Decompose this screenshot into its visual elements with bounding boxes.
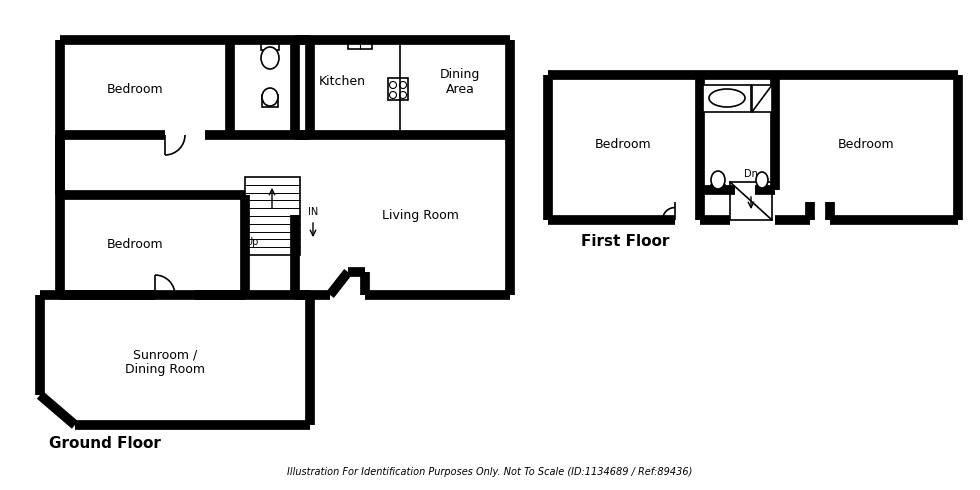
- Text: Bedroom: Bedroom: [838, 139, 895, 151]
- Bar: [711, 185, 725, 193]
- Ellipse shape: [756, 172, 768, 188]
- Bar: [262, 95, 278, 107]
- Text: Dining
Area: Dining Area: [440, 68, 480, 96]
- Bar: [245, 177, 300, 255]
- Bar: [752, 85, 772, 112]
- Text: Kitchen: Kitchen: [318, 75, 366, 89]
- Ellipse shape: [262, 88, 278, 106]
- Text: Bedroom: Bedroom: [107, 83, 164, 97]
- Bar: [730, 182, 772, 220]
- Text: Living Room: Living Room: [381, 209, 459, 221]
- Text: First Floor: First Floor: [581, 235, 669, 249]
- Text: Up: Up: [245, 237, 259, 247]
- Text: Ground Floor: Ground Floor: [49, 436, 161, 450]
- Text: Bedroom: Bedroom: [595, 139, 652, 151]
- Bar: [703, 85, 751, 112]
- Text: IN: IN: [308, 207, 319, 217]
- Bar: [261, 43, 279, 50]
- Text: Sunroom /
Dining Room: Sunroom / Dining Room: [125, 348, 205, 376]
- Ellipse shape: [709, 89, 745, 107]
- Ellipse shape: [711, 171, 725, 189]
- Bar: [348, 42, 372, 49]
- Text: Bedroom: Bedroom: [107, 239, 164, 251]
- Bar: [388, 78, 408, 100]
- Text: Dn: Dn: [744, 169, 758, 179]
- Ellipse shape: [261, 47, 279, 69]
- Text: Illustration For Identification Purposes Only. Not To Scale (ID:1134689 / Ref:89: Illustration For Identification Purposes…: [287, 467, 693, 477]
